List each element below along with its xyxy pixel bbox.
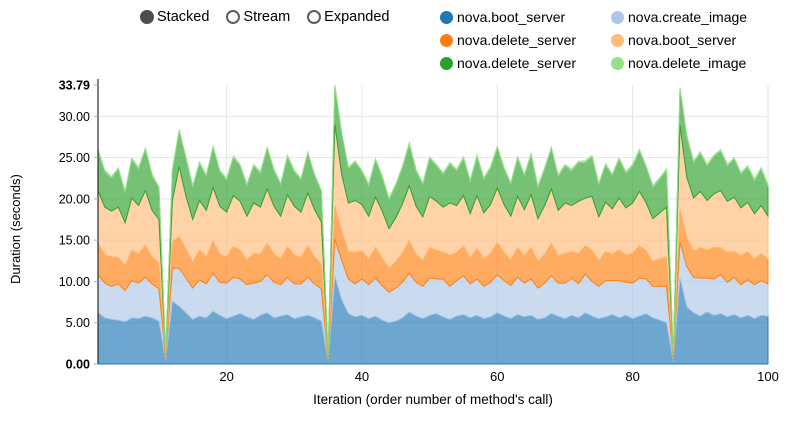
legend-item-1[interactable]: nova.create_image xyxy=(611,10,747,24)
legend-item-label: nova.create_image xyxy=(628,9,748,25)
y-tick-label: 5.00 xyxy=(66,316,90,330)
legend-item-3[interactable]: nova.boot_server xyxy=(611,33,747,47)
legend-item-0[interactable]: nova.boot_server xyxy=(440,10,611,24)
area-layer-5-nova.delete_image[interactable] xyxy=(97,84,769,356)
legend-item-2[interactable]: nova.delete_server xyxy=(440,33,611,47)
legend-item-label: nova.boot_server xyxy=(457,9,566,25)
y-tick-label: 10.00 xyxy=(59,275,90,289)
x-tick-label: 20 xyxy=(219,369,233,384)
radio-unselected-icon[interactable] xyxy=(307,10,322,24)
y-tick-label: 20.00 xyxy=(59,192,90,206)
legend-item-label: nova.boot_server xyxy=(628,32,737,48)
y-axis-title: Duration (seconds) xyxy=(8,174,23,284)
legend-item-4[interactable]: nova.delete_server xyxy=(440,56,611,70)
control-stacked-label: Stacked xyxy=(157,9,210,25)
legend-swatch-icon xyxy=(611,56,624,70)
legend-item-label: nova.delete_server xyxy=(457,32,577,48)
y-tick-label: 15.00 xyxy=(59,234,90,248)
control-stacked[interactable]: Stacked xyxy=(140,9,209,25)
y-tick-label: 33.79 xyxy=(59,79,90,93)
control-stream-label: Stream xyxy=(243,9,291,25)
control-stream[interactable]: Stream xyxy=(226,9,290,25)
legend-swatch-icon xyxy=(611,33,624,47)
y-tick-label: 0.00 xyxy=(66,358,90,372)
legend-swatch-icon xyxy=(440,10,453,24)
legend-swatch-icon xyxy=(440,56,453,70)
x-tick-label: 60 xyxy=(490,369,504,384)
legend-item-label: nova.delete_image xyxy=(628,55,747,71)
control-expanded-label: Expanded xyxy=(324,9,390,25)
chart-mode-controls: Stacked Stream Expanded xyxy=(140,9,389,25)
x-tick-label: 100 xyxy=(757,369,779,384)
y-tick-label: 25.00 xyxy=(59,151,90,165)
legend-swatch-icon xyxy=(440,33,453,47)
x-tick-label: 80 xyxy=(625,369,639,384)
control-expanded[interactable]: Expanded xyxy=(307,9,389,25)
legend-swatch-icon xyxy=(611,10,624,24)
y-tick-label: 30.00 xyxy=(59,110,90,124)
x-tick-label: 40 xyxy=(355,369,369,384)
chart-legend: nova.boot_server nova.create_image nova.de… xyxy=(440,10,747,70)
radio-selected-icon[interactable] xyxy=(140,10,154,24)
x-axis-title: Iteration (order number of method's call… xyxy=(313,392,553,407)
legend-item-5[interactable]: nova.delete_image xyxy=(611,56,747,70)
radio-unselected-icon[interactable] xyxy=(226,10,241,24)
legend-item-label: nova.delete_server xyxy=(457,55,577,71)
